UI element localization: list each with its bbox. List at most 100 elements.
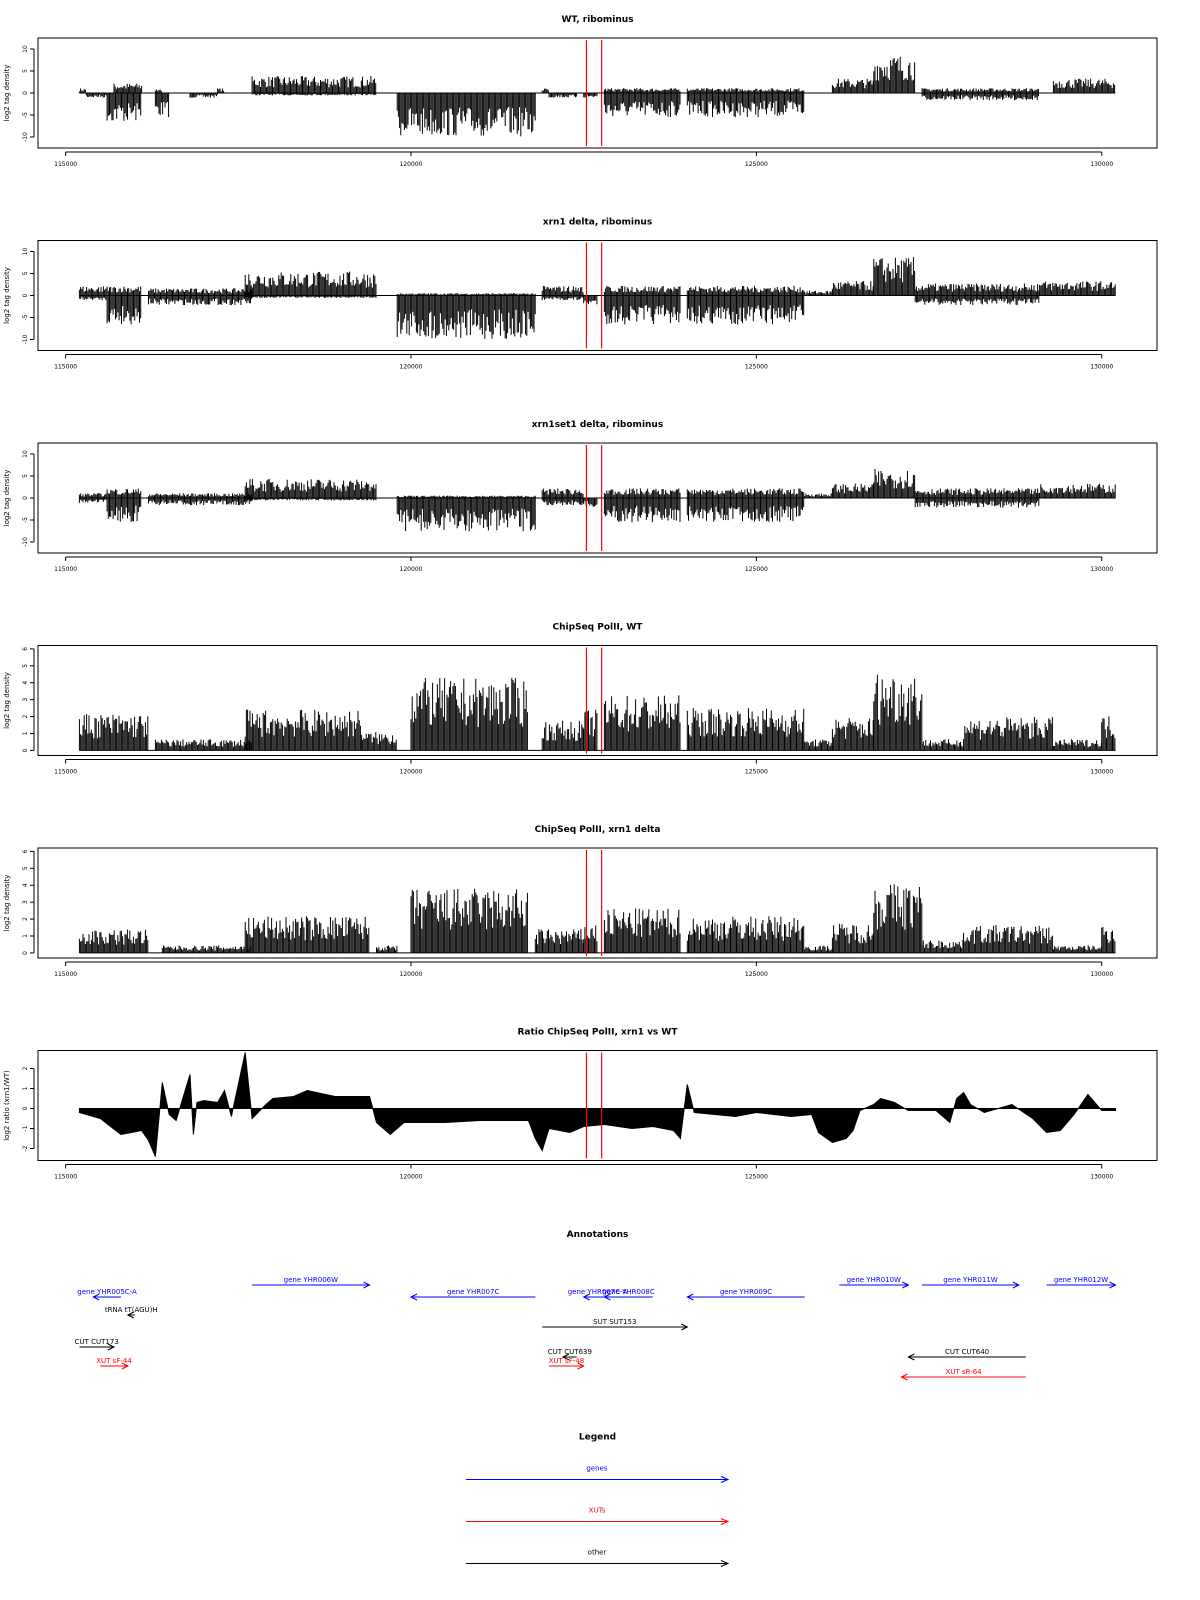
signal-block: [914, 488, 1040, 498]
data-series: [78, 56, 1116, 137]
x-tick-label: 115000: [54, 161, 77, 168]
signal-block: [583, 295, 598, 305]
chart-panel-2: xrn1 delta, ribominus 10 5 0 -5 -10 log2 tag d…: [3, 218, 1158, 371]
chart-panel-3: xrn1set1 delta, ribominus 10 5 0 -5 -10 log2 t…: [3, 420, 1158, 573]
signal-block: [154, 89, 162, 93]
signal-block: [686, 285, 805, 296]
signal-block: [106, 93, 142, 121]
y-tick-label: 10: [22, 248, 29, 256]
chart-title: ChipSeq PolII, WT: [553, 623, 644, 633]
signal-block: [148, 288, 253, 296]
data-series: [78, 674, 1116, 751]
signal-block: [873, 56, 916, 93]
signal-block: [603, 695, 681, 751]
y-tick-label: 5: [22, 474, 29, 478]
y-axis: 6 5 4 3 2 1 0: [22, 647, 35, 752]
x-tick-label: 120000: [400, 364, 423, 371]
y-axis-label: log2 tag density: [3, 267, 11, 324]
x-axis: 115000 120000 125000 130000: [54, 354, 1113, 371]
signal-block: [831, 718, 874, 751]
signal-block: [603, 88, 681, 93]
x-axis: 115000 120000 125000 130000: [54, 759, 1113, 776]
y-tick-label: -5: [22, 517, 29, 523]
signal-block: [1052, 78, 1116, 93]
y-axis: 10 5 0 -5 -10: [22, 45, 35, 142]
signal-block: [583, 709, 598, 751]
signal-block: [583, 93, 598, 98]
signal-block: [85, 93, 108, 98]
signal-block: [541, 720, 584, 751]
x-tick-label: 125000: [745, 769, 768, 776]
y-tick-label: -10: [22, 132, 29, 142]
y-tick-label: 0: [22, 91, 29, 95]
y-axis-label: log2 tag density: [3, 470, 11, 527]
data-series: [78, 257, 1116, 339]
signal-block: [686, 488, 805, 498]
y-tick-label: -10: [22, 537, 29, 547]
y-tick-label: 2: [22, 714, 29, 718]
signal-block: [148, 295, 253, 306]
signal-block: [106, 488, 142, 498]
signal-block: [873, 469, 916, 498]
signal-block: [244, 271, 377, 296]
signal-block: [603, 498, 681, 523]
signal-block: [921, 93, 1039, 101]
chart-title: xrn1 delta, ribominus: [543, 218, 652, 228]
signal-block: [603, 286, 681, 296]
signal-block: [583, 498, 598, 507]
signal-block: [541, 295, 584, 301]
signal-block: [106, 286, 142, 296]
signal-block: [251, 93, 377, 96]
signal-block: [396, 293, 536, 296]
signal-block: [873, 257, 916, 296]
x-tick-label: 130000: [1090, 566, 1113, 573]
signal-block: [831, 483, 874, 498]
y-tick-label: -5: [22, 112, 29, 118]
signal-block: [251, 76, 377, 93]
signal-block: [831, 78, 874, 93]
signal-block: [244, 498, 377, 501]
signal-block: [396, 93, 536, 137]
signal-block: [148, 498, 253, 506]
signal-block: [396, 498, 536, 532]
signal-block: [78, 493, 108, 498]
chart-panel-4: ChipSeq PolII, WT 6 5 4 3 2 1 0 log2 tag density…: [3, 623, 1158, 776]
x-tick-label: 120000: [400, 161, 423, 168]
y-tick-label: 5: [22, 69, 29, 73]
signal-block: [686, 498, 805, 522]
signal-block: [921, 88, 1039, 93]
signal-block: [154, 739, 252, 751]
y-tick-label: 1: [22, 731, 29, 735]
y-tick-label: 6: [22, 647, 29, 651]
signal-block: [541, 88, 549, 93]
y-axis-label: log2 tag density: [3, 672, 11, 729]
signal-block: [113, 83, 143, 93]
x-tick-label: 125000: [745, 364, 768, 371]
signal-block: [244, 478, 377, 498]
data-series: [78, 469, 1116, 532]
signal-block: [804, 290, 833, 296]
x-tick-label: 115000: [54, 566, 77, 573]
signal-block: [78, 498, 108, 503]
y-tick-label: 0: [22, 496, 29, 500]
signal-block: [362, 732, 397, 751]
signal-block: [914, 295, 1040, 306]
signal-block: [106, 498, 142, 522]
signal-block: [106, 295, 142, 325]
signal-block: [804, 739, 833, 751]
signal-block: [1039, 281, 1116, 296]
signal-block: [1039, 483, 1116, 498]
signal-block: [541, 488, 584, 498]
x-tick-label: 125000: [745, 161, 768, 168]
y-tick-label: 5: [22, 271, 29, 275]
signal-block: [189, 93, 219, 98]
x-tick-label: 130000: [1090, 161, 1113, 168]
chart-title: xrn1set1 delta, ribominus: [532, 420, 663, 430]
signal-block: [396, 495, 536, 498]
signal-block: [78, 714, 149, 751]
x-tick-label: 115000: [54, 364, 77, 371]
signal-block: [78, 286, 108, 296]
signal-block: [686, 88, 805, 93]
y-tick-label: 10: [22, 45, 29, 53]
signal-block: [603, 93, 681, 118]
